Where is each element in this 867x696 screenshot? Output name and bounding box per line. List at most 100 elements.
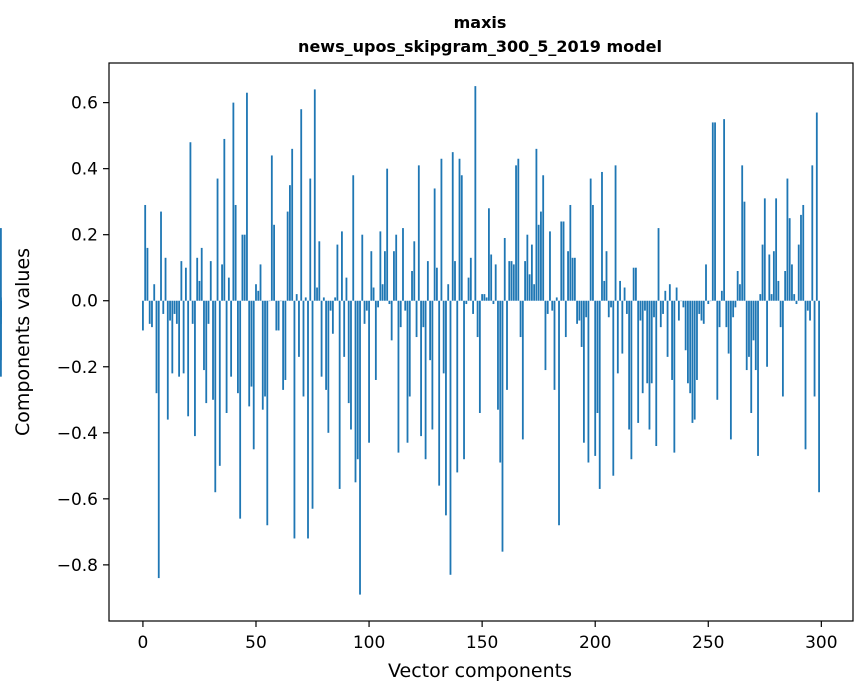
bar (714, 122, 716, 301)
bar (777, 280, 780, 301)
bar (677, 300, 680, 321)
bar (214, 300, 217, 493)
plot-frame (108, 62, 854, 622)
bar (630, 300, 633, 460)
bar (684, 300, 687, 351)
bar (173, 300, 176, 314)
bar (257, 290, 260, 301)
bar (784, 271, 787, 301)
bar (164, 257, 167, 301)
bar (696, 300, 698, 380)
bar (508, 261, 511, 301)
bar (415, 300, 418, 338)
bar (743, 201, 746, 301)
bar (300, 109, 303, 301)
bar (393, 251, 395, 301)
bar (644, 300, 646, 311)
bar (750, 300, 753, 413)
bar (795, 300, 798, 305)
bar (275, 300, 278, 331)
bar (811, 165, 814, 301)
bar (542, 175, 545, 301)
bar (261, 300, 264, 410)
bar (343, 300, 346, 357)
bar (478, 300, 481, 413)
bar (488, 208, 490, 301)
bar (465, 300, 468, 305)
bar (422, 300, 425, 328)
bar (259, 264, 262, 301)
bar (341, 231, 343, 301)
bar (363, 300, 366, 324)
bar (818, 300, 820, 493)
bar (671, 300, 673, 380)
bar (404, 300, 407, 311)
bar (770, 294, 773, 301)
bar (361, 234, 364, 301)
bar (594, 300, 597, 456)
bar (469, 257, 472, 301)
bar (605, 251, 608, 301)
bar (420, 300, 422, 437)
bar (218, 300, 221, 466)
bar (589, 178, 592, 301)
bar (512, 264, 515, 301)
bar (327, 300, 330, 433)
bar (558, 300, 560, 526)
bar (772, 251, 775, 301)
bar (553, 300, 556, 390)
bar (506, 300, 508, 390)
bar (653, 300, 655, 318)
bar (596, 300, 599, 413)
bar (352, 175, 355, 301)
bar (146, 247, 149, 301)
bar (815, 112, 818, 301)
bar (180, 261, 183, 301)
bar (350, 300, 352, 430)
bar (309, 178, 312, 301)
bar (537, 224, 540, 301)
bar (153, 284, 156, 301)
bar (610, 300, 612, 308)
bar (592, 204, 594, 301)
bars-group (0, 86, 820, 595)
bar (775, 198, 778, 301)
bar (639, 300, 642, 321)
bar (555, 297, 558, 301)
bar (148, 300, 151, 324)
bar (304, 297, 307, 301)
bar (734, 300, 737, 308)
bar (451, 152, 454, 301)
bar (573, 257, 576, 301)
bar (700, 300, 703, 321)
bar (207, 300, 210, 324)
bar (752, 300, 755, 341)
x-tick-label: 200 (579, 633, 611, 653)
bar (682, 300, 685, 308)
bar (456, 300, 459, 473)
bar (248, 300, 251, 407)
bar (302, 300, 305, 397)
bar (325, 300, 327, 390)
bar (388, 300, 391, 305)
bar (806, 300, 809, 311)
bar (142, 300, 144, 331)
bar (635, 267, 637, 301)
bar (707, 300, 710, 305)
bar (182, 300, 185, 374)
y-tick-label: 0.2 (71, 226, 98, 246)
bar (666, 300, 669, 357)
bar (454, 261, 456, 301)
bar (458, 158, 461, 301)
bar (515, 165, 517, 301)
bar (438, 300, 441, 486)
bar (657, 228, 660, 301)
bar (510, 261, 513, 301)
bar (365, 300, 368, 311)
bar (187, 300, 190, 417)
bar (797, 244, 800, 301)
bar (551, 300, 554, 311)
bar (381, 284, 384, 301)
bar (490, 254, 493, 301)
bar (157, 300, 160, 579)
